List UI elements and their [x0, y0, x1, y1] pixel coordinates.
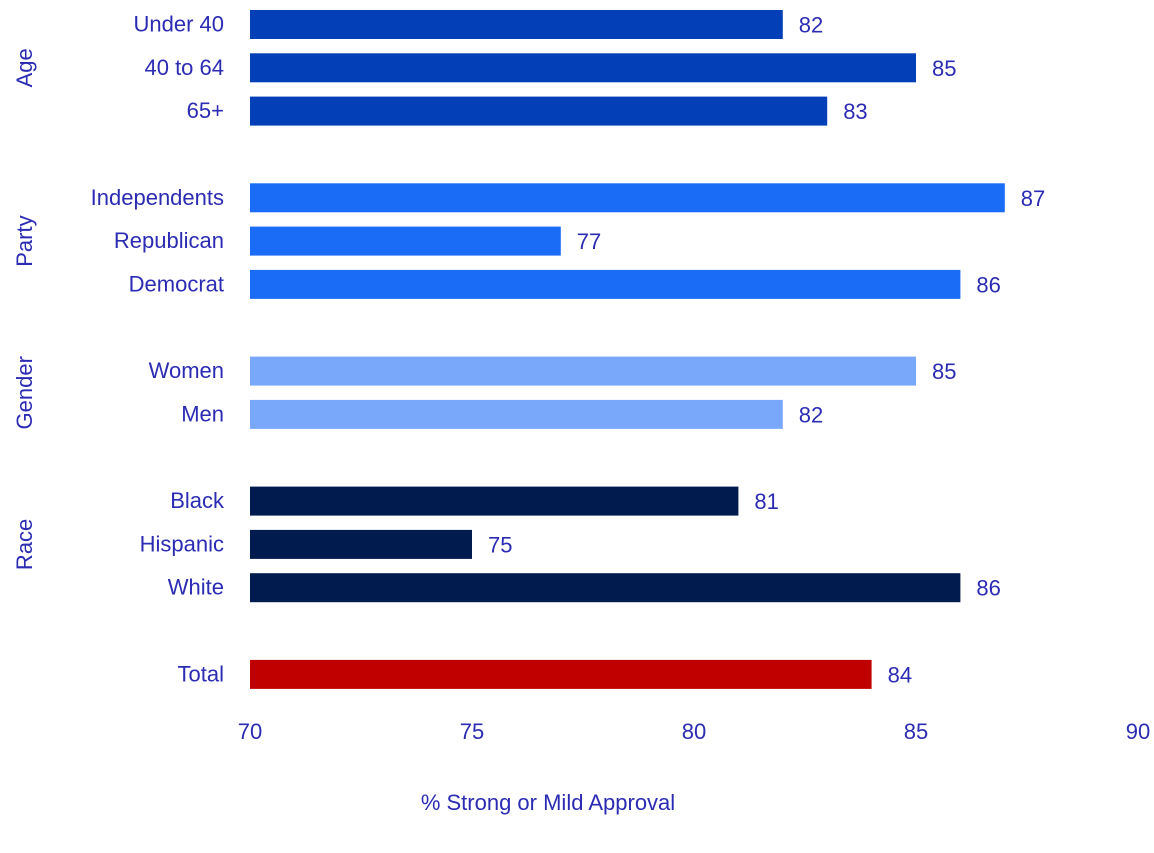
value-label-republican: 77	[577, 229, 601, 254]
value-label-democrat: 86	[976, 272, 1000, 297]
x-tick-label-80: 80	[682, 719, 706, 744]
bar-women	[250, 356, 916, 386]
group-label-gender: Gender	[12, 356, 37, 429]
bar-total	[250, 659, 872, 689]
x-tick-label-85: 85	[904, 719, 928, 744]
group-label-age: Age	[12, 48, 37, 87]
group-label-race: Race	[12, 519, 37, 570]
bar-white	[250, 573, 961, 603]
value-label-40-to-64: 85	[932, 56, 956, 81]
value-label-under-40: 82	[799, 13, 823, 38]
bar-black	[250, 486, 739, 516]
x-tick-label-70: 70	[238, 719, 262, 744]
category-label-65: 65+	[187, 98, 224, 123]
bar-under-40	[250, 10, 783, 39]
bar-40-to-64	[250, 53, 916, 83]
category-label-hispanic: Hispanic	[140, 531, 224, 556]
bars	[250, 10, 1005, 689]
group-labels: Age Party Gender Race	[12, 48, 37, 570]
x-axis-ticks: 70 75 80 85 90	[238, 719, 1150, 744]
category-label-black: Black	[170, 488, 225, 513]
value-label-white: 86	[976, 576, 1000, 601]
category-labels: Under 40 40 to 64 65+ Independents Republica…	[91, 12, 225, 687]
value-label-independents: 87	[1021, 186, 1045, 211]
value-label-women: 85	[932, 359, 956, 384]
value-label-65: 83	[843, 99, 867, 124]
category-label-independents: Independents	[91, 185, 224, 210]
category-label-total: Total	[178, 661, 224, 686]
category-label-under-40: Under 40	[133, 12, 224, 37]
bar-democrat	[250, 269, 961, 299]
group-label-party: Party	[12, 215, 37, 266]
x-tick-label-75: 75	[460, 719, 484, 744]
value-label-black: 81	[754, 489, 778, 514]
category-label-democrat: Democrat	[129, 271, 224, 296]
bar-hispanic	[250, 529, 472, 559]
category-label-women: Women	[149, 358, 224, 383]
value-labels: 82 85 83 87 77 86 85 82 81 75 86 84	[488, 13, 1045, 688]
x-axis-title: % Strong or Mild Approval	[421, 790, 675, 815]
bar-republican	[250, 226, 561, 256]
x-tick-label-90: 90	[1126, 719, 1150, 744]
bar-65	[250, 96, 828, 126]
category-label-white: White	[168, 575, 224, 600]
category-label-men: Men	[181, 401, 224, 426]
value-label-hispanic: 75	[488, 532, 512, 557]
category-label-40-to-64: 40 to 64	[144, 55, 224, 80]
bar-independents	[250, 183, 1005, 213]
value-label-total: 84	[888, 662, 912, 687]
category-label-republican: Republican	[114, 228, 224, 253]
bar-men	[250, 399, 783, 429]
value-label-men: 82	[799, 402, 823, 427]
